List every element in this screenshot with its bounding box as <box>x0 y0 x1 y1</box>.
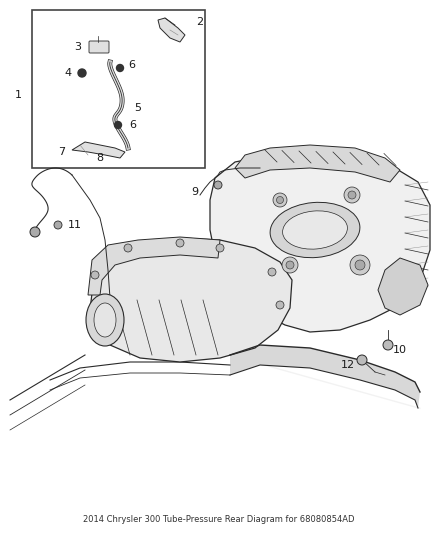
Circle shape <box>276 301 284 309</box>
Text: 11: 11 <box>68 220 82 230</box>
Text: 6: 6 <box>128 60 135 70</box>
Circle shape <box>355 260 365 270</box>
Circle shape <box>216 244 224 252</box>
Polygon shape <box>230 345 420 408</box>
Ellipse shape <box>86 294 124 346</box>
Text: 5: 5 <box>134 103 141 113</box>
Bar <box>32 10 205 168</box>
Text: 1: 1 <box>14 90 21 100</box>
Polygon shape <box>72 142 125 158</box>
Circle shape <box>286 261 294 269</box>
Text: 3: 3 <box>74 42 81 52</box>
Ellipse shape <box>283 211 347 249</box>
Polygon shape <box>210 152 430 332</box>
Circle shape <box>357 355 367 365</box>
Circle shape <box>273 193 287 207</box>
Circle shape <box>124 244 132 252</box>
Text: 4: 4 <box>64 68 71 78</box>
Polygon shape <box>158 18 185 42</box>
Text: 6: 6 <box>130 120 137 130</box>
Circle shape <box>78 69 86 77</box>
Circle shape <box>344 187 360 203</box>
Circle shape <box>114 122 121 128</box>
Circle shape <box>268 268 276 276</box>
Polygon shape <box>88 237 220 295</box>
Circle shape <box>383 340 393 350</box>
Text: 9: 9 <box>191 187 198 197</box>
Circle shape <box>176 239 184 247</box>
Text: 10: 10 <box>393 345 407 355</box>
Polygon shape <box>378 258 428 315</box>
Text: 2014 Chrysler 300 Tube-Pressure Rear Diagram for 68080854AD: 2014 Chrysler 300 Tube-Pressure Rear Dia… <box>83 515 355 524</box>
Ellipse shape <box>94 303 116 337</box>
Circle shape <box>91 271 99 279</box>
Circle shape <box>282 257 298 273</box>
Text: 7: 7 <box>58 147 66 157</box>
Text: 12: 12 <box>341 360 355 370</box>
Ellipse shape <box>270 203 360 257</box>
Circle shape <box>54 221 62 229</box>
FancyBboxPatch shape <box>89 41 109 53</box>
Circle shape <box>348 191 356 199</box>
Text: 2: 2 <box>196 17 204 27</box>
Polygon shape <box>235 145 400 182</box>
Circle shape <box>214 181 222 189</box>
Polygon shape <box>90 238 292 362</box>
Circle shape <box>276 197 283 204</box>
Circle shape <box>117 64 124 71</box>
Circle shape <box>350 255 370 275</box>
Circle shape <box>30 227 40 237</box>
Text: 8: 8 <box>96 153 103 163</box>
